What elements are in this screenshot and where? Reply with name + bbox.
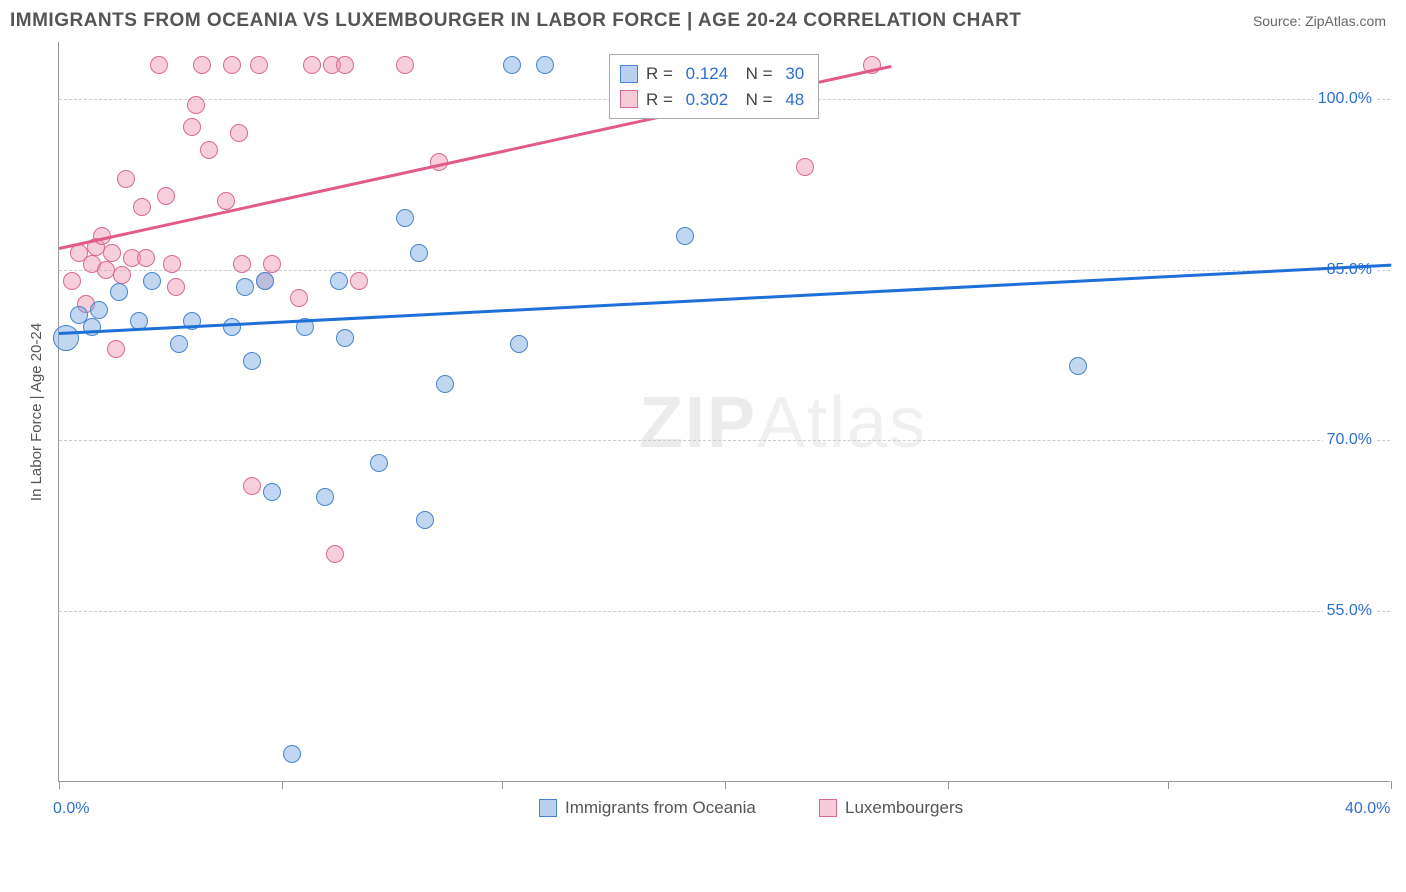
- gridline: [59, 440, 1390, 441]
- legend-swatch-oceania: [620, 65, 638, 83]
- legend-swatch-luxembourgers: [620, 90, 638, 108]
- x-tick: [1168, 781, 1169, 789]
- data-point-luxembourgers: [113, 266, 131, 284]
- data-point-luxembourgers: [263, 255, 281, 273]
- data-point-oceania: [90, 301, 108, 319]
- chart-header: IMMIGRANTS FROM OCEANIA VS LUXEMBOURGER …: [0, 0, 1406, 38]
- stat-n-value: 48: [785, 87, 804, 113]
- bottom-legend-luxembourgers: Luxembourgers: [819, 798, 963, 818]
- stats-row-oceania: R = 0.124 N = 30: [620, 61, 804, 87]
- data-point-luxembourgers: [103, 244, 121, 262]
- data-point-oceania: [510, 335, 528, 353]
- data-point-luxembourgers: [250, 56, 268, 74]
- data-point-luxembourgers: [303, 56, 321, 74]
- x-tick: [948, 781, 949, 789]
- data-point-luxembourgers: [396, 56, 414, 74]
- x-tick: [59, 781, 60, 789]
- data-point-oceania: [1069, 357, 1087, 375]
- data-point-luxembourgers: [217, 192, 235, 210]
- data-point-oceania: [396, 209, 414, 227]
- data-point-luxembourgers: [223, 56, 241, 74]
- data-point-oceania: [416, 511, 434, 529]
- data-point-luxembourgers: [350, 272, 368, 290]
- data-point-oceania: [410, 244, 428, 262]
- plot-area: ZIPAtlas 55.0%70.0%85.0%100.0%0.0%40.0%R…: [58, 42, 1390, 782]
- data-point-oceania: [283, 745, 301, 763]
- y-tick-label: 100.0%: [1314, 90, 1376, 108]
- stat-r-value: 0.302: [686, 87, 729, 113]
- x-tick: [1391, 781, 1392, 789]
- bottom-legend-oceania: Immigrants from Oceania: [539, 798, 756, 818]
- data-point-luxembourgers: [796, 158, 814, 176]
- stat-n-value: 30: [785, 61, 804, 87]
- data-point-luxembourgers: [97, 261, 115, 279]
- y-tick-label: 70.0%: [1323, 431, 1376, 449]
- y-tick-label: 55.0%: [1323, 602, 1376, 620]
- data-point-oceania: [436, 375, 454, 393]
- data-point-oceania: [336, 329, 354, 347]
- x-tick: [282, 781, 283, 789]
- x-tick: [725, 781, 726, 789]
- legend-swatch-luxembourgers-bottom: [819, 799, 837, 817]
- data-point-oceania: [243, 352, 261, 370]
- data-point-oceania: [110, 283, 128, 301]
- watermark: ZIPAtlas: [639, 382, 927, 464]
- data-point-luxembourgers: [336, 56, 354, 74]
- stats-row-luxembourgers: R = 0.302 N = 48: [620, 87, 804, 113]
- data-point-luxembourgers: [200, 141, 218, 159]
- data-point-oceania: [223, 318, 241, 336]
- data-point-oceania: [503, 56, 521, 74]
- data-point-oceania: [143, 272, 161, 290]
- watermark-bold: ZIP: [639, 383, 757, 463]
- stat-r-label: R =: [646, 61, 678, 87]
- data-point-oceania: [256, 272, 274, 290]
- data-point-luxembourgers: [243, 477, 261, 495]
- gridline: [59, 270, 1390, 271]
- stat-r-value: 0.124: [686, 61, 729, 87]
- data-point-luxembourgers: [133, 198, 151, 216]
- data-point-luxembourgers: [167, 278, 185, 296]
- data-point-luxembourgers: [187, 96, 205, 114]
- data-point-luxembourgers: [230, 124, 248, 142]
- legend-label: Immigrants from Oceania: [565, 798, 756, 818]
- data-point-luxembourgers: [290, 289, 308, 307]
- y-axis-title: In Labor Force | Age 20-24: [28, 323, 45, 501]
- stat-n-label: N =: [736, 61, 777, 87]
- chart-source: Source: ZipAtlas.com: [1253, 13, 1386, 29]
- data-point-luxembourgers: [107, 340, 125, 358]
- chart-title: IMMIGRANTS FROM OCEANIA VS LUXEMBOURGER …: [10, 10, 1021, 32]
- data-point-luxembourgers: [117, 170, 135, 188]
- data-point-luxembourgers: [183, 118, 201, 136]
- data-point-luxembourgers: [137, 249, 155, 267]
- data-point-oceania: [370, 454, 388, 472]
- data-point-oceania: [330, 272, 348, 290]
- x-tick-label: 40.0%: [1345, 800, 1390, 818]
- data-point-luxembourgers: [63, 272, 81, 290]
- chart-container: In Labor Force | Age 20-24 ZIPAtlas 55.0…: [40, 42, 1390, 802]
- data-point-oceania: [676, 227, 694, 245]
- gridline: [59, 611, 1390, 612]
- data-point-luxembourgers: [193, 56, 211, 74]
- stat-r-label: R =: [646, 87, 678, 113]
- legend-swatch-oceania-bottom: [539, 799, 557, 817]
- data-point-oceania: [316, 488, 334, 506]
- data-point-oceania: [536, 56, 554, 74]
- data-point-oceania: [236, 278, 254, 296]
- stats-legend-box: R = 0.124 N = 30R = 0.302 N = 48: [609, 54, 819, 119]
- data-point-luxembourgers: [150, 56, 168, 74]
- legend-label: Luxembourgers: [845, 798, 963, 818]
- data-point-luxembourgers: [233, 255, 251, 273]
- watermark-thin: Atlas: [757, 383, 927, 463]
- data-point-oceania: [53, 325, 79, 351]
- y-tick-label: 85.0%: [1323, 261, 1376, 279]
- x-tick-label: 0.0%: [53, 800, 89, 818]
- data-point-oceania: [263, 483, 281, 501]
- data-point-luxembourgers: [157, 187, 175, 205]
- stat-n-label: N =: [736, 87, 777, 113]
- data-point-oceania: [170, 335, 188, 353]
- data-point-luxembourgers: [163, 255, 181, 273]
- x-tick: [502, 781, 503, 789]
- data-point-luxembourgers: [326, 545, 344, 563]
